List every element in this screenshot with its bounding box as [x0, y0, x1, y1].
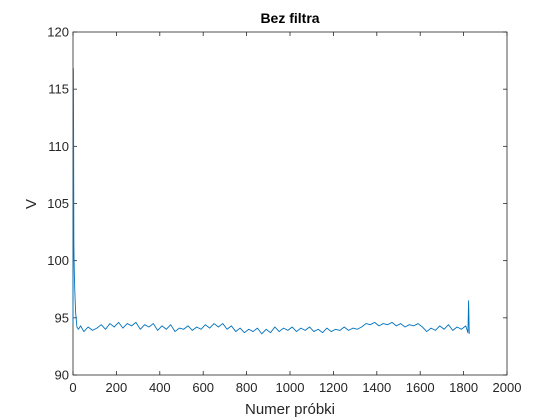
- x-tick-label: 200: [106, 380, 128, 395]
- x-axis-label: Numer próbki: [245, 401, 335, 418]
- x-tick-label: 1600: [406, 380, 435, 395]
- y-tick-label: 100: [47, 253, 69, 268]
- y-tick-label: 90: [55, 368, 69, 383]
- series-line: [72, 68, 470, 335]
- x-tick-label: 1000: [276, 380, 305, 395]
- x-tick-label: 400: [149, 380, 171, 395]
- y-axis-ticks: 90 95 100 105 110 115 120: [47, 25, 507, 383]
- series-layer: [72, 68, 470, 335]
- chart-title: Bez filtra: [260, 10, 319, 26]
- x-tick-label: 2000: [493, 380, 522, 395]
- x-tick-label: 0: [69, 380, 76, 395]
- y-tick-label: 105: [47, 196, 69, 211]
- x-tick-label: 1800: [449, 380, 478, 395]
- x-axis-ticks: 0 200 400 600 800 1000 1200 1400 1600 1800 2000: [69, 32, 521, 395]
- y-tick-label: 115: [48, 82, 69, 97]
- x-tick-label: 1200: [319, 380, 348, 395]
- x-tick-label: 800: [236, 380, 258, 395]
- plot-area: [72, 31, 508, 376]
- x-tick-label: 600: [192, 380, 214, 395]
- y-axis-label: V: [23, 199, 40, 209]
- y-tick-label: 95: [55, 310, 69, 325]
- x-tick-label: 1400: [362, 380, 391, 395]
- y-tick-label: 120: [47, 25, 69, 40]
- y-tick-label: 110: [48, 139, 69, 154]
